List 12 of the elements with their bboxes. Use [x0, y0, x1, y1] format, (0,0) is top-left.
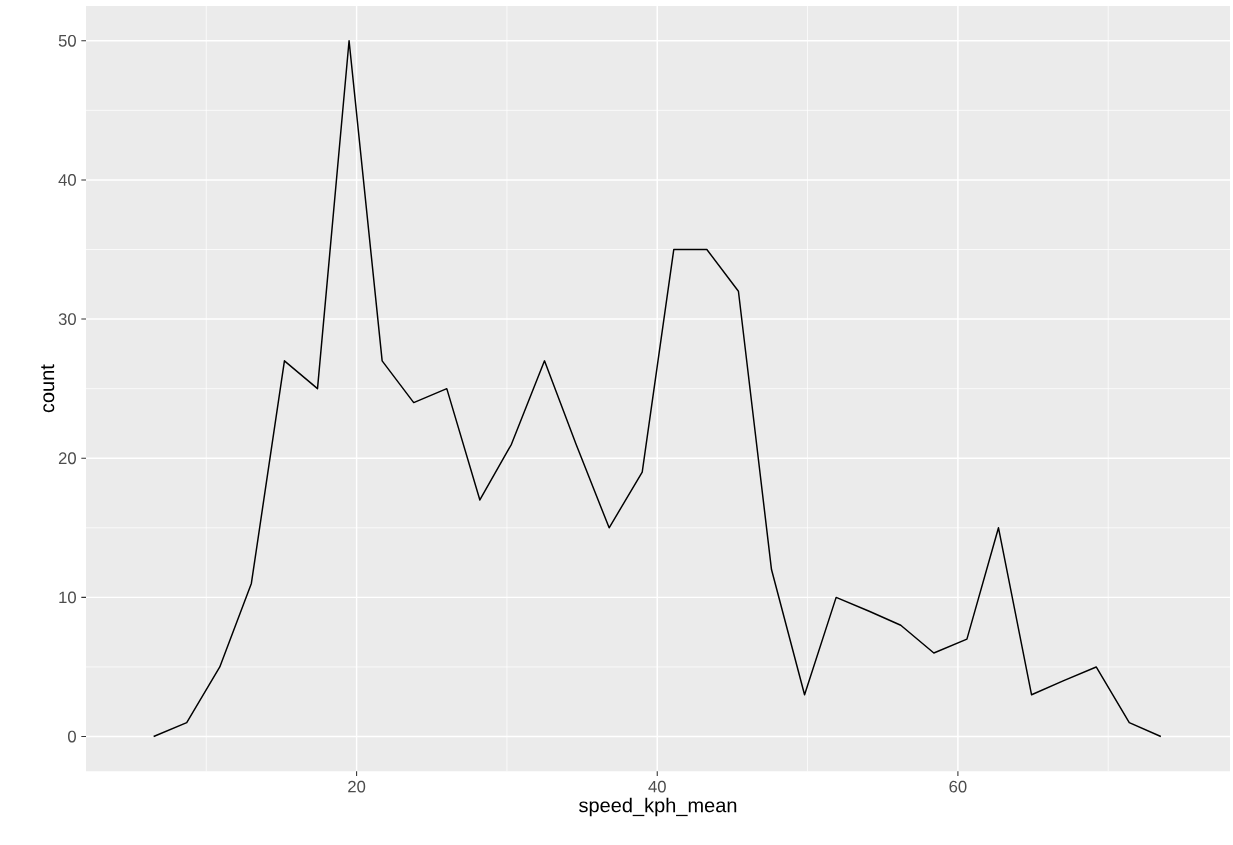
y-tick-label: 20: [58, 452, 76, 465]
x-tick-label: 60: [949, 780, 967, 793]
line-series: [152, 40, 1162, 738]
x-axis-title: speed_kph_mean: [579, 797, 737, 817]
y-tick-label: 50: [58, 34, 76, 47]
y-tick-label: 40: [58, 174, 76, 186]
y-axis-title: count: [41, 364, 55, 413]
y-tick-label: 0: [68, 730, 76, 743]
x-tick-label: 40: [648, 780, 666, 793]
y-tick-label: 10: [59, 591, 76, 604]
y-tick-label: 30: [58, 313, 76, 325]
x-tick-label: 20: [348, 780, 366, 793]
